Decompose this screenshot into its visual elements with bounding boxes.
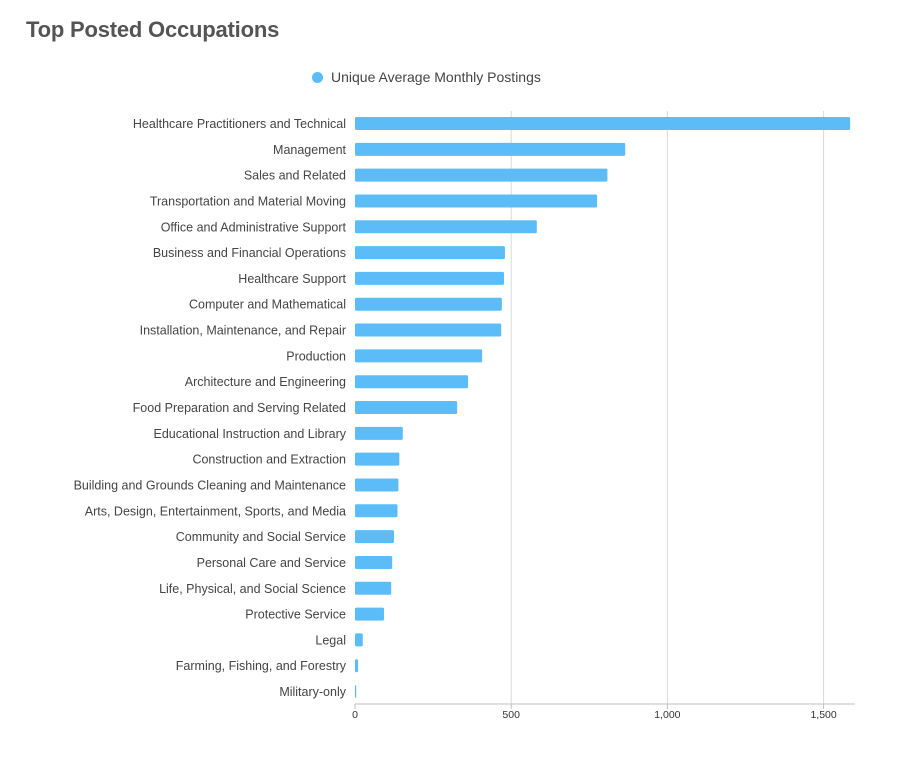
category-label: Building and Grounds Cleaning and Mainte… [74, 478, 346, 492]
category-label: Sales and Related [244, 169, 346, 183]
category-label: Personal Care and Service [197, 556, 346, 570]
bar[interactable] [355, 297, 502, 311]
category-label: Production [286, 349, 346, 363]
bar[interactable] [355, 401, 458, 415]
bar[interactable] [355, 685, 357, 699]
category-label: Healthcare Practitioners and Technical [133, 117, 346, 131]
bar[interactable] [355, 607, 385, 621]
x-tick-label: 500 [502, 709, 520, 721]
category-label: Management [273, 143, 346, 157]
bar[interactable] [355, 426, 403, 440]
bar[interactable] [355, 581, 392, 595]
bar[interactable] [355, 194, 598, 208]
bar[interactable] [355, 117, 851, 130]
x-tick-label: 0 [352, 709, 358, 721]
legend-swatch [312, 71, 323, 83]
x-tick-label: 1,000 [654, 709, 680, 721]
bar[interactable] [355, 659, 359, 673]
bar[interactable] [355, 323, 502, 337]
bar[interactable] [355, 478, 399, 492]
category-label: Arts, Design, Entertainment, Sports, and… [85, 504, 346, 518]
bar[interactable] [355, 375, 469, 389]
bar[interactable] [355, 220, 537, 234]
bar[interactable] [355, 633, 363, 647]
category-label: Life, Physical, and Social Science [159, 582, 346, 596]
category-label: Computer and Mathematical [189, 298, 346, 312]
bar[interactable] [355, 246, 505, 260]
category-label: Business and Financial Operations [153, 246, 346, 260]
bar[interactable] [355, 504, 398, 518]
category-label: Transportation and Material Moving [150, 194, 346, 208]
category-label: Legal [315, 633, 346, 647]
category-label: Office and Administrative Support [161, 220, 347, 234]
bar[interactable] [355, 271, 505, 285]
chart-legend[interactable]: Unique Average Monthly Postings [312, 69, 541, 85]
bar[interactable] [355, 142, 626, 156]
category-label: Farming, Fishing, and Forestry [176, 659, 347, 673]
bar[interactable] [355, 555, 393, 569]
chart-title: Top Posted Occupations [26, 17, 280, 42]
category-label: Educational Instruction and Library [154, 427, 347, 441]
category-label: Construction and Extraction [192, 453, 346, 467]
category-label: Protective Service [245, 608, 346, 622]
category-label: Community and Social Service [176, 530, 346, 544]
bar[interactable] [355, 530, 395, 544]
bar[interactable] [355, 349, 483, 363]
bar[interactable] [355, 452, 400, 466]
x-tick-label: 1,500 [810, 709, 836, 721]
category-label: Food Preparation and Serving Related [133, 401, 346, 415]
category-label: Military-only [279, 685, 346, 699]
bar[interactable] [355, 168, 608, 182]
category-label: Architecture and Engineering [185, 375, 346, 389]
legend-label: Unique Average Monthly Postings [331, 69, 541, 85]
category-label: Installation, Maintenance, and Repair [140, 324, 346, 338]
category-label: Healthcare Support [238, 272, 346, 286]
